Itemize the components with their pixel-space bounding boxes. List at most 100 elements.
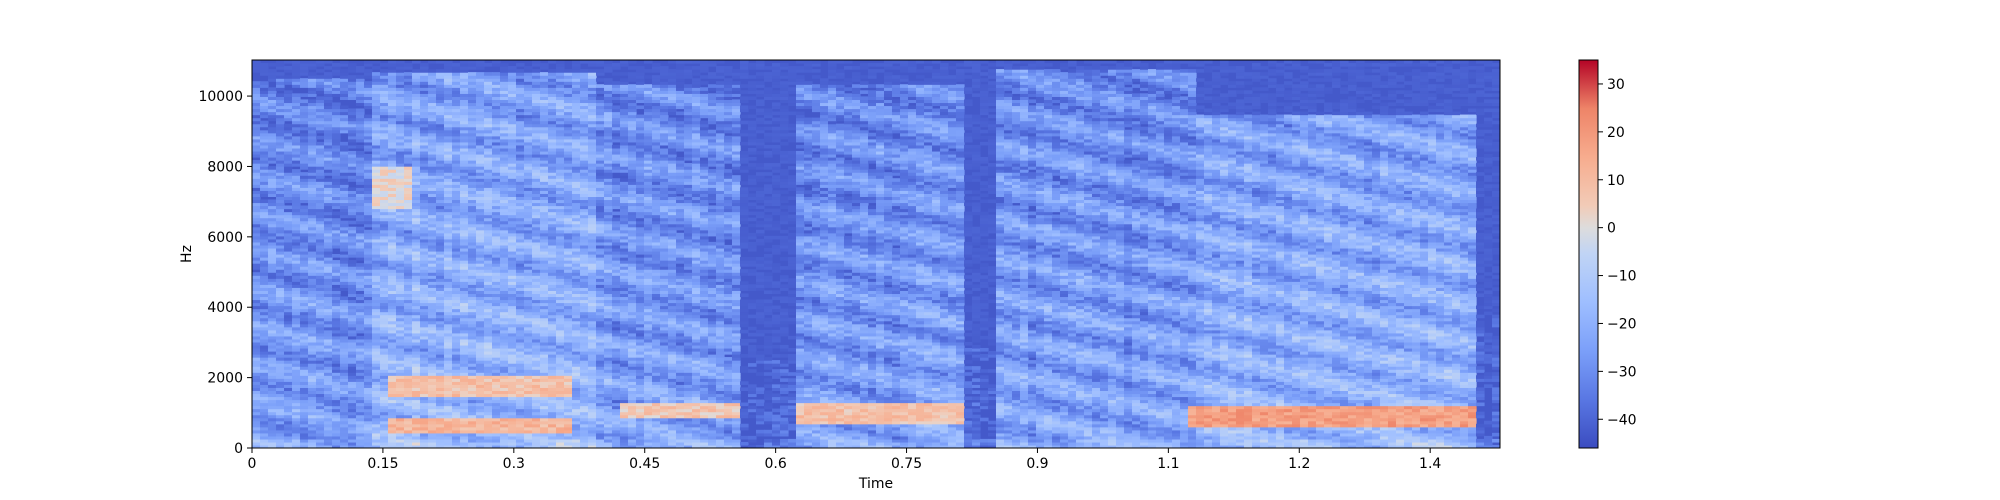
spectrogram-cell <box>484 263 493 267</box>
spectrogram-cell <box>324 435 333 440</box>
spectrogram-cell <box>260 381 269 385</box>
spectrogram-cell <box>540 223 549 228</box>
spectrogram-cell <box>436 166 445 170</box>
spectrogram-cell <box>332 226 341 231</box>
spectrogram-cell <box>532 311 541 316</box>
spectrogram-cell <box>492 302 501 307</box>
spectrogram-cell <box>260 120 269 125</box>
spectrogram-cell <box>452 293 461 298</box>
spectrogram-cell <box>444 135 453 140</box>
spectrogram-cell <box>548 132 557 137</box>
spectrogram-cell <box>444 193 453 198</box>
spectrogram-cell <box>484 284 493 288</box>
spectrogram-cell <box>476 87 485 91</box>
spectrogram-cell <box>292 311 301 316</box>
spectrogram-cell <box>292 296 301 301</box>
spectrogram-cell <box>252 84 261 88</box>
spectrogram-cell <box>476 408 485 413</box>
spectrogram-cell <box>436 351 445 355</box>
spectrogram-cell <box>444 150 453 155</box>
spectrogram-cell <box>452 366 461 370</box>
spectrogram-cell <box>396 144 405 149</box>
spectrogram-cell <box>412 202 421 207</box>
spectrogram-cell <box>356 308 365 313</box>
spectrogram-cell <box>564 332 573 337</box>
spectrogram-cell <box>564 378 573 382</box>
spectrogram-cell <box>564 317 573 322</box>
spectrogram-cell <box>316 160 325 164</box>
spectrogram-cell <box>268 354 277 358</box>
spectrogram-cell <box>324 254 333 258</box>
spectrogram-cell <box>252 429 261 434</box>
spectrogram-cell <box>292 232 301 237</box>
spectrogram-cell <box>268 281 277 285</box>
spectrogram-cell <box>428 178 437 182</box>
spectrogram-cell <box>484 190 493 194</box>
spectrogram-cell <box>540 244 549 249</box>
spectrogram-cell <box>476 123 485 128</box>
spectrogram-cell <box>532 232 541 237</box>
spectrogram-cell <box>532 390 541 395</box>
spectrogram-cell <box>556 247 565 252</box>
spectrogram-cell <box>548 117 557 122</box>
spectrogram-cell <box>388 281 397 285</box>
spectrogram-cell <box>556 260 565 264</box>
spectrogram-cell <box>348 250 357 255</box>
spectrogram-cell <box>532 72 541 76</box>
spectrogram-cell <box>500 260 509 264</box>
spectrogram-cell <box>460 272 469 276</box>
spectrogram-cell <box>364 338 373 343</box>
spectrogram-cell <box>396 420 405 425</box>
spectrogram-cell <box>284 269 293 273</box>
spectrogram-cell <box>324 272 333 276</box>
spectrogram-cell <box>396 260 405 264</box>
spectrogram-cell <box>492 372 501 376</box>
spectrogram-cell <box>444 250 453 255</box>
spectrogram-cell <box>564 157 573 161</box>
spectrogram-cell <box>252 338 261 343</box>
spectrogram-cell <box>356 196 365 201</box>
spectrogram-cell <box>332 235 341 240</box>
spectrogram-cell <box>548 90 557 94</box>
spectrogram-cell <box>492 305 501 310</box>
spectrogram-cell <box>260 372 269 376</box>
spectrogram-cell <box>412 235 421 240</box>
spectrogram-cell <box>292 144 301 149</box>
spectrogram-cell <box>356 150 365 155</box>
spectrogram-cell <box>468 120 477 125</box>
spectrogram-cell <box>556 202 565 207</box>
spectrogram-cell <box>548 123 557 128</box>
spectrogram-cell <box>500 72 509 76</box>
spectrogram-cell <box>332 287 341 291</box>
spectrogram-cell <box>484 320 493 325</box>
spectrogram-cell <box>396 257 405 261</box>
spectrogram-cell <box>316 90 325 94</box>
spectrogram-cell <box>428 269 437 273</box>
spectrogram-cell <box>260 287 269 291</box>
spectrogram-cell <box>404 238 413 243</box>
spectrogram-cell <box>260 63 269 67</box>
spectrogram-cell <box>532 338 541 343</box>
spectrogram-cell <box>428 366 437 370</box>
spectrogram-cell <box>476 184 485 188</box>
spectrogram-cell <box>396 426 405 431</box>
spectrogram-cell <box>372 147 381 152</box>
spectrogram-cell <box>420 238 429 243</box>
spectrogram-cell <box>476 66 485 70</box>
spectrogram-cell <box>460 138 469 143</box>
spectrogram-cell <box>476 202 485 207</box>
spectrogram-cell <box>524 320 533 325</box>
spectrogram-cell <box>388 120 397 125</box>
spectrogram-cell <box>428 375 437 379</box>
spectrogram-cell <box>308 120 317 125</box>
spectrogram-cell <box>276 150 285 155</box>
spectrogram-cell <box>332 211 341 216</box>
spectrogram-cell <box>564 129 573 134</box>
spectrogram-cell <box>300 157 309 161</box>
spectrogram-cell <box>252 305 261 310</box>
spectrogram-cell <box>260 402 269 407</box>
spectrogram-cell <box>476 369 485 373</box>
spectrogram-cell <box>308 320 317 325</box>
spectrogram-cell <box>436 147 445 152</box>
spectrogram-cell <box>348 172 357 176</box>
